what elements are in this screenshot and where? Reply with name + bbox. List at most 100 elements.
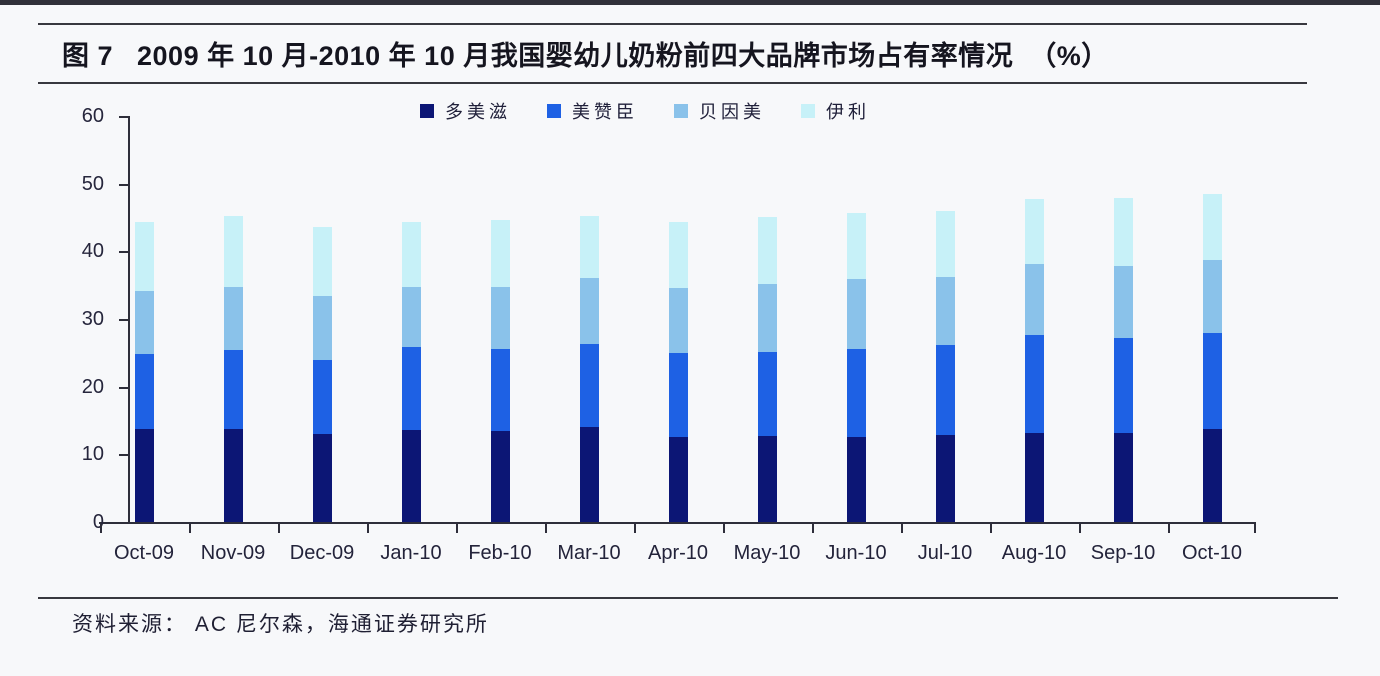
x-axis-tick-label: Dec-09 bbox=[289, 542, 355, 564]
bar-segment-贝因美 bbox=[223, 287, 243, 351]
bar-segment-美赞臣 bbox=[223, 350, 243, 429]
x-axis-tick bbox=[900, 524, 903, 533]
y-axis-tick-label: 0 bbox=[92, 511, 104, 533]
bar-segment-贝因美 bbox=[668, 287, 688, 353]
bar-segment-美赞臣 bbox=[490, 349, 510, 432]
bar-segment-贝因美 bbox=[579, 277, 599, 345]
bar-segment-贝因美 bbox=[935, 277, 955, 345]
x-axis-tick bbox=[811, 524, 814, 533]
bar-segment-多美滋 bbox=[223, 428, 243, 522]
legend-label: 伊利 bbox=[826, 102, 870, 122]
bar-segment-美赞臣 bbox=[401, 347, 421, 430]
x-axis-tick-label: Oct-10 bbox=[1181, 542, 1243, 564]
page-top-border bbox=[0, 0, 1380, 5]
y-axis-tick-label: 40 bbox=[81, 240, 104, 263]
y-axis-tick-label: 50 bbox=[81, 172, 104, 195]
bar-segment-美赞臣 bbox=[1024, 335, 1044, 434]
stacked-bar-chart: 多美滋 美赞臣 贝因美 伊利 0 10 20 30 40 50 60 Oct-09 Nov-09 Dec… bbox=[0, 82, 1380, 582]
x-axis-tick-label: Jan-10 bbox=[380, 542, 442, 564]
y-axis-tick-label: 30 bbox=[81, 308, 104, 330]
bar-segment-伊利 bbox=[223, 216, 243, 288]
bar-segment-多美滋 bbox=[1024, 433, 1044, 522]
x-axis-tick bbox=[366, 524, 369, 533]
x-axis-tick-label: Feb-10 bbox=[468, 542, 532, 564]
x-axis-tick bbox=[633, 524, 636, 533]
bar-segment-伊利 bbox=[490, 220, 510, 288]
x-axis-tick-label: Jul-10 bbox=[917, 542, 973, 564]
x-axis-tick-label: Aug-10 bbox=[1001, 542, 1067, 564]
y-axis-tick-label: 10 bbox=[81, 443, 104, 466]
bar-segment-美赞臣 bbox=[1202, 333, 1222, 429]
x-axis-tick bbox=[99, 524, 102, 533]
figure-title: 图 7 2009 年 10 月-2010 年 10 月我国婴幼儿奶粉前四大品牌市… bbox=[62, 41, 1109, 71]
y-axis-tick bbox=[119, 454, 128, 457]
bar-segment-多美滋 bbox=[579, 426, 599, 522]
bar-segment-美赞臣 bbox=[757, 352, 777, 437]
x-axis-tick-label: May-10 bbox=[733, 542, 801, 564]
bar-segment-贝因美 bbox=[1024, 263, 1044, 336]
bar-segment-美赞臣 bbox=[935, 344, 955, 436]
bar-segment-伊利 bbox=[312, 226, 332, 296]
bar-segment-多美滋 bbox=[935, 435, 955, 522]
bar-segment-多美滋 bbox=[490, 431, 510, 522]
x-axis-tick bbox=[1254, 524, 1256, 533]
y-axis-tick-label: 20 bbox=[81, 375, 104, 398]
bar-segment-贝因美 bbox=[401, 287, 421, 348]
x-axis-tick-label: Oct-09 bbox=[113, 542, 175, 564]
y-axis-tick bbox=[119, 522, 128, 524]
legend-item-美赞臣: 美赞臣 bbox=[547, 98, 638, 124]
bar-segment-美赞臣 bbox=[134, 354, 154, 429]
y-axis-line bbox=[128, 116, 130, 524]
legend-label: 贝因美 bbox=[699, 102, 765, 122]
bar-segment-多美滋 bbox=[134, 428, 154, 522]
bar-segment-伊利 bbox=[1113, 197, 1133, 266]
bar-segment-美赞臣 bbox=[1113, 337, 1133, 433]
bar-segment-多美滋 bbox=[312, 434, 332, 522]
y-axis-tick bbox=[119, 386, 128, 389]
x-axis-tick bbox=[1078, 524, 1081, 533]
legend-label: 多美滋 bbox=[445, 102, 511, 122]
figure-title-box: 图 7 2009 年 10 月-2010 年 10 月我国婴幼儿奶粉前四大品牌市… bbox=[38, 23, 1307, 84]
x-axis-tick-label: Apr-10 bbox=[647, 542, 709, 564]
x-axis-tick-label: Mar-10 bbox=[557, 542, 621, 564]
source-text: 资料来源： AC 尼尔森，海通证券研究所 bbox=[72, 613, 489, 636]
bar-segment-伊利 bbox=[401, 221, 421, 288]
bar-segment-多美滋 bbox=[668, 437, 688, 522]
bar-segment-贝因美 bbox=[846, 279, 866, 350]
bar-segment-多美滋 bbox=[1113, 432, 1133, 522]
y-axis-tick-label: 60 bbox=[81, 105, 104, 127]
bar-segment-贝因美 bbox=[134, 291, 154, 355]
bar-segment-贝因美 bbox=[1113, 265, 1133, 338]
x-axis-tick bbox=[277, 524, 280, 533]
x-axis-tick bbox=[989, 524, 992, 533]
bar-segment-多美滋 bbox=[757, 436, 777, 522]
y-axis-tick bbox=[119, 319, 128, 321]
bar-segment-伊利 bbox=[1202, 193, 1222, 261]
bar-segment-多美滋 bbox=[846, 436, 866, 522]
bar-segment-贝因美 bbox=[312, 295, 332, 360]
bar-segment-伊利 bbox=[757, 216, 777, 284]
bar-segment-美赞臣 bbox=[668, 352, 688, 438]
bar-segment-伊利 bbox=[668, 222, 688, 288]
x-axis-tick-label: Sep-10 bbox=[1090, 542, 1156, 564]
legend-item-贝因美: 贝因美 bbox=[674, 98, 765, 124]
bar-segment-伊利 bbox=[579, 216, 599, 278]
bar-segment-贝因美 bbox=[490, 287, 510, 350]
bar-segment-贝因美 bbox=[1202, 260, 1222, 334]
bar-segment-美赞臣 bbox=[579, 344, 599, 427]
source-separator-line bbox=[38, 597, 1338, 599]
x-axis-tick bbox=[722, 524, 725, 533]
x-axis-line bbox=[99, 522, 1256, 524]
legend-item-多美滋: 多美滋 bbox=[420, 98, 511, 124]
bar-segment-伊利 bbox=[1024, 199, 1044, 264]
bar-segment-美赞臣 bbox=[846, 349, 866, 437]
x-axis-tick bbox=[188, 524, 191, 533]
y-axis-tick bbox=[119, 251, 128, 254]
x-axis-tick-label: Nov-09 bbox=[200, 542, 266, 564]
x-axis-tick-label: Jun-10 bbox=[825, 542, 887, 564]
legend-item-伊利: 伊利 bbox=[801, 98, 870, 124]
x-axis-tick bbox=[455, 524, 458, 533]
legend-swatch-icon bbox=[547, 104, 561, 118]
legend-label: 美赞臣 bbox=[572, 102, 638, 122]
bar-segment-贝因美 bbox=[757, 283, 777, 353]
